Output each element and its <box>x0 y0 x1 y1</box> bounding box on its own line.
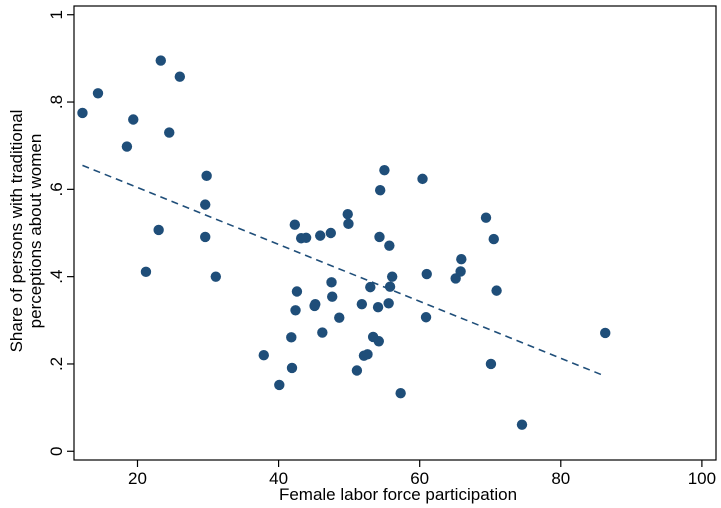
plot-frame <box>73 5 717 461</box>
data-point <box>140 266 152 278</box>
x-tick-label: 20 <box>128 469 147 488</box>
data-point <box>317 327 328 338</box>
data-points <box>77 55 611 430</box>
y-tick-label: .4 <box>47 270 66 284</box>
data-point <box>289 219 301 230</box>
data-point <box>373 336 384 347</box>
data-point <box>326 277 337 288</box>
data-point <box>201 170 212 182</box>
data-point <box>286 362 298 374</box>
data-point <box>290 305 301 316</box>
data-point <box>456 253 467 265</box>
data-point <box>315 230 326 241</box>
data-point <box>286 332 297 343</box>
y-tick-label: .8 <box>47 95 66 109</box>
data-point <box>334 312 345 323</box>
data-point <box>356 298 368 310</box>
fitted-line <box>82 164 606 377</box>
y-axis-title-line-2: perceptions about women <box>26 134 45 329</box>
x-tick-label: 40 <box>269 469 288 488</box>
data-point <box>386 271 398 282</box>
data-point <box>200 199 211 210</box>
data-point <box>384 281 396 292</box>
x-tick-label: 100 <box>688 469 716 488</box>
data-point <box>153 224 164 236</box>
axis-titles: Female labor force participation Share o… <box>7 110 517 504</box>
data-point <box>395 388 406 399</box>
data-point <box>488 233 499 245</box>
y-tick-label: .6 <box>47 182 66 196</box>
data-point <box>121 141 133 152</box>
data-point <box>351 365 363 376</box>
data-point <box>516 419 528 430</box>
data-point <box>310 298 321 310</box>
data-point <box>365 281 376 293</box>
x-tick-label: 60 <box>410 469 429 488</box>
data-point <box>327 291 338 302</box>
data-point <box>421 268 432 280</box>
data-point <box>342 209 353 220</box>
data-point <box>417 173 428 185</box>
x-axis-title: Female labor force participation <box>279 485 517 504</box>
data-point <box>491 285 502 296</box>
data-point <box>164 127 175 138</box>
data-point <box>77 107 88 119</box>
axis-ticks: 20 40 60 80 100 0 .2 .4 .6 .8 1 <box>47 10 716 488</box>
data-point <box>325 227 336 239</box>
data-point <box>374 231 385 243</box>
fit-line-layer <box>82 164 606 377</box>
data-point <box>374 185 386 196</box>
data-point <box>155 55 166 66</box>
y-tick-label: .2 <box>47 357 66 371</box>
data-point <box>174 71 186 82</box>
x-tick-label: 80 <box>551 469 570 488</box>
data-point <box>362 349 373 360</box>
data-point <box>372 302 384 313</box>
data-point <box>274 379 285 391</box>
axes <box>73 5 717 461</box>
data-point <box>291 286 303 297</box>
data-point <box>480 212 492 223</box>
data-point <box>485 358 497 370</box>
data-point <box>128 114 139 125</box>
data-point <box>210 271 222 282</box>
data-point <box>383 298 394 309</box>
data-point <box>92 88 104 99</box>
data-point <box>200 231 211 243</box>
data-point <box>258 350 269 361</box>
y-axis-title-line-1: Share of persons with traditional <box>7 110 26 353</box>
y-tick-label: 0 <box>47 447 66 456</box>
data-point <box>300 232 312 244</box>
data-point <box>379 164 390 176</box>
data-point <box>343 218 354 230</box>
data-point <box>420 312 432 323</box>
data-point <box>455 266 466 277</box>
y-tick-label: 1 <box>47 10 66 19</box>
data-point <box>600 327 611 339</box>
data-point <box>384 240 395 251</box>
